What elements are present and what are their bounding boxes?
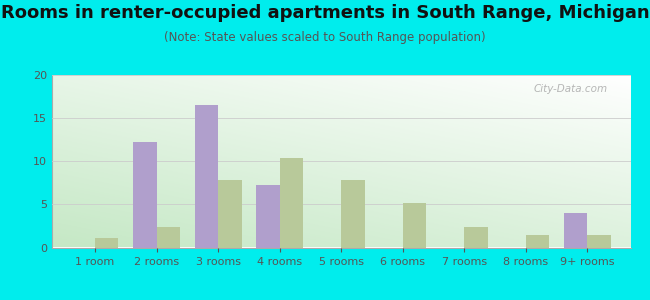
Bar: [157, 227, 180, 248]
Bar: [403, 203, 426, 248]
Text: Rooms in renter-occupied apartments in South Range, Michigan: Rooms in renter-occupied apartments in S…: [1, 4, 649, 22]
Bar: [526, 235, 549, 248]
Bar: [95, 238, 118, 247]
Bar: [464, 227, 488, 248]
Bar: [133, 142, 157, 248]
Legend: South Range, Michigan: South Range, Michigan: [234, 299, 448, 300]
Bar: [564, 213, 588, 248]
Bar: [341, 180, 365, 247]
Bar: [195, 105, 218, 248]
Bar: [218, 180, 242, 247]
Text: City-Data.com: City-Data.com: [533, 84, 607, 94]
Bar: [256, 185, 280, 248]
Bar: [280, 158, 303, 248]
Text: (Note: State values scaled to South Range population): (Note: State values scaled to South Rang…: [164, 32, 486, 44]
Bar: [588, 236, 611, 247]
